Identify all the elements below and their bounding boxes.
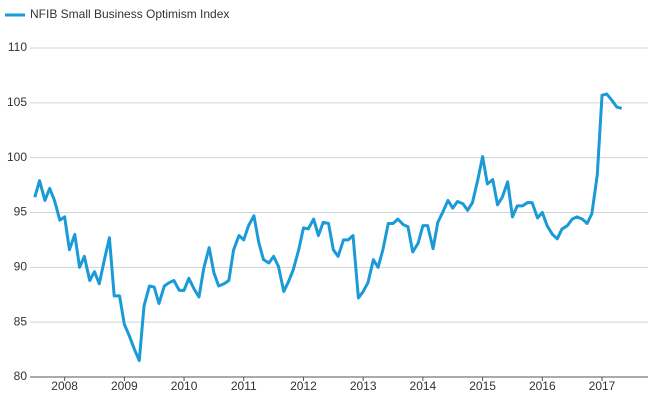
x-tick-label: 2016 xyxy=(529,379,556,393)
y-tick-label: 100 xyxy=(7,150,27,164)
y-tick-label: 105 xyxy=(7,95,27,109)
data-line xyxy=(33,92,623,363)
x-tick-label: 2010 xyxy=(171,379,198,393)
y-tick-label: 85 xyxy=(14,314,28,328)
y-tick-label: 80 xyxy=(14,369,28,383)
x-tick-label: 2013 xyxy=(350,379,377,393)
x-tick-label: 2015 xyxy=(469,379,496,393)
x-tick-label: 2014 xyxy=(410,379,437,393)
x-tick-label: 2009 xyxy=(111,379,138,393)
y-tick-label: 110 xyxy=(8,40,27,54)
legend-label: NFIB Small Business Optimism Index xyxy=(30,7,229,21)
x-tick-label: 2008 xyxy=(51,379,78,393)
x-tick-label: 2012 xyxy=(290,379,317,393)
y-tick-label: 90 xyxy=(14,260,28,274)
x-tick-label: 2011 xyxy=(231,379,257,393)
y-tick-label: 95 xyxy=(14,205,28,219)
x-tick-label: 2017 xyxy=(589,379,616,393)
